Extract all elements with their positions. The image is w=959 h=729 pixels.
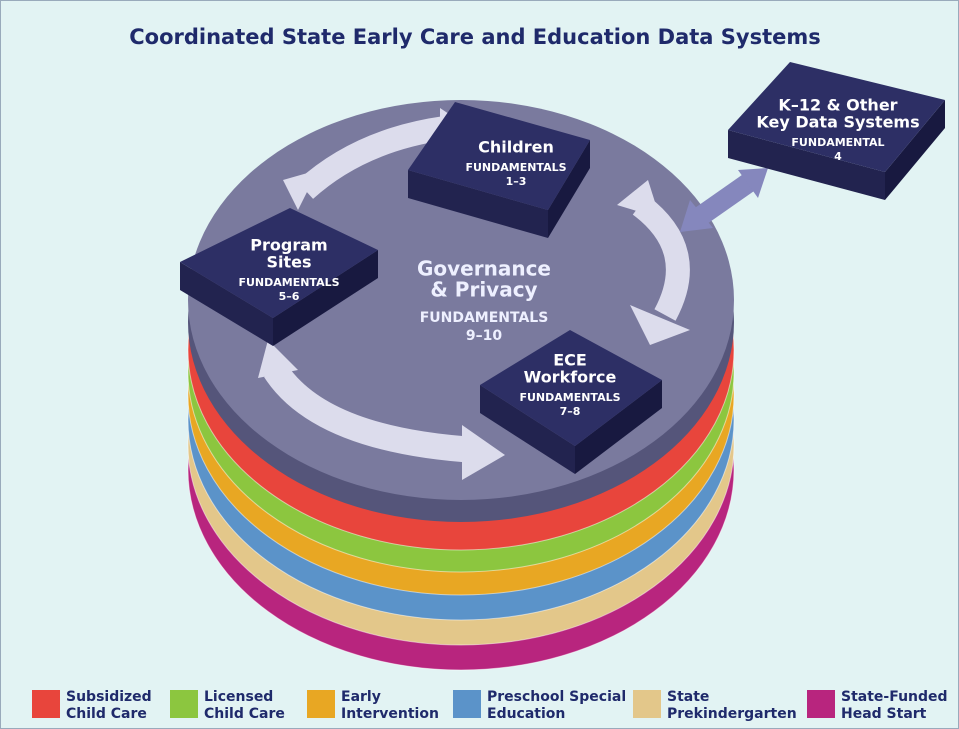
box-range: 5–6 [279, 290, 300, 303]
title: Coordinated State Early Care and Educati… [129, 25, 821, 49]
legend-swatch [307, 690, 335, 718]
legend-label: State-Funded [841, 689, 948, 705]
box-range: 7–8 [560, 405, 581, 418]
box-range: 4 [834, 150, 842, 163]
legend-label: Preschool Special [487, 689, 626, 705]
legend-label: Head Start [841, 706, 927, 722]
center-fundamentals: FUNDAMENTALS [420, 310, 549, 326]
legend-label: Education [487, 706, 565, 722]
legend-swatch [807, 690, 835, 718]
box-label: Key Data Systems [756, 113, 919, 132]
box-label: Sites [266, 253, 311, 272]
box-fundamentals: FUNDAMENTALS [465, 161, 566, 174]
legend-swatch [453, 690, 481, 718]
legend-label: Child Care [204, 706, 285, 722]
center-range: 9–10 [466, 328, 502, 344]
box-range: 1–3 [506, 175, 527, 188]
legend-label: Prekindergarten [667, 706, 797, 722]
legend-label: State [667, 689, 709, 705]
legend-label: Intervention [341, 706, 439, 722]
legend-label: Child Care [66, 706, 147, 722]
center-line: & Privacy [430, 278, 537, 302]
legend-swatch [32, 690, 60, 718]
box-fundamentals: FUNDAMENTALS [519, 391, 620, 404]
legend-swatch [170, 690, 198, 718]
box-fundamentals: FUNDAMENTAL [791, 136, 884, 149]
legend-label: Early [341, 689, 381, 705]
box-fundamentals: FUNDAMENTALS [238, 276, 339, 289]
diagram: Coordinated State Early Care and Educati… [0, 0, 959, 729]
legend-label: Subsidized [66, 689, 152, 705]
legend-swatch [633, 690, 661, 718]
legend-label: Licensed [204, 689, 273, 705]
box-label: Children [478, 138, 554, 157]
box-label: Workforce [524, 368, 617, 387]
